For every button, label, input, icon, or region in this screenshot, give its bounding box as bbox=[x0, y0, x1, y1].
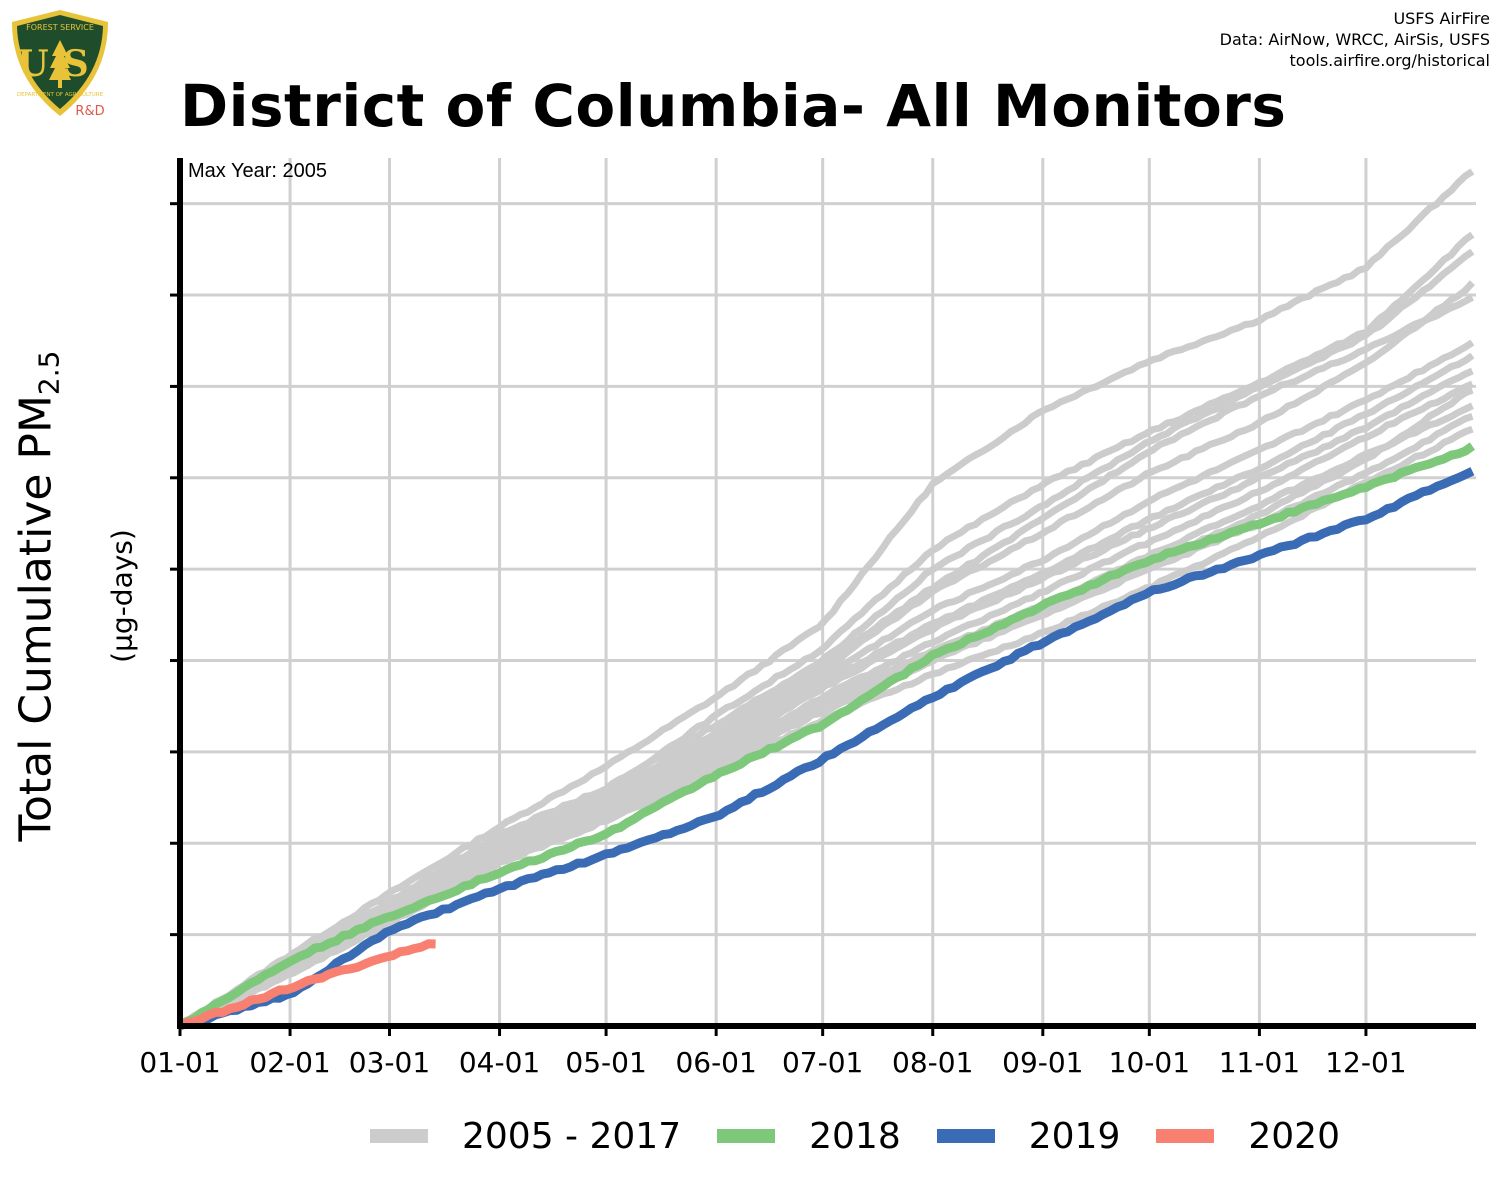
x-tick-label: 02-01 bbox=[249, 1046, 330, 1079]
legend-swatch bbox=[717, 1129, 776, 1143]
x-tick-label: 10-01 bbox=[1109, 1046, 1190, 1079]
credit-line: tools.airfire.org/historical bbox=[1289, 51, 1490, 70]
credit-line: Data: AirNow, WRCC, AirSis, USFS bbox=[1219, 30, 1490, 49]
x-tick-label: 09-01 bbox=[1002, 1046, 1083, 1079]
legend: 2005 - 2017 2018 2019 2020 bbox=[370, 1112, 1376, 1160]
chart-title: District of Columbia- All Monitors bbox=[180, 72, 1287, 140]
credit-line: USFS AirFire bbox=[1393, 9, 1490, 28]
legend-swatch bbox=[936, 1129, 995, 1143]
logo-text-bottom: DEPARTMENT OF AGRICULTURE bbox=[17, 92, 104, 98]
legend-swatch bbox=[1156, 1129, 1215, 1143]
logo-text-top: FOREST SERVICE bbox=[26, 23, 94, 32]
x-tick-label: 07-01 bbox=[782, 1046, 863, 1079]
x-tick-label: 04-01 bbox=[459, 1046, 540, 1079]
credits: USFS AirFire Data: AirNow, WRCC, AirSis,… bbox=[1220, 8, 1490, 71]
x-tick-label: 01-01 bbox=[139, 1046, 220, 1079]
legend-item: 2019 bbox=[936, 1115, 1121, 1157]
x-tick-label: 03-01 bbox=[349, 1046, 430, 1079]
tree-icon bbox=[49, 40, 71, 80]
x-tick-label: 12-01 bbox=[1325, 1046, 1406, 1079]
legend-label: 2018 bbox=[809, 1115, 901, 1157]
tree-trunk bbox=[58, 80, 62, 88]
legend-item: 2018 bbox=[717, 1116, 901, 1157]
max-year-annotation: Max Year: 2005 bbox=[188, 160, 327, 182]
legend-label: 2020 bbox=[1248, 1115, 1340, 1157]
legend-label: 2019 bbox=[1028, 1115, 1121, 1157]
logo-badge: R&D bbox=[75, 104, 104, 119]
series-line-2018 bbox=[177, 442, 1475, 1030]
legend-swatch bbox=[370, 1129, 428, 1143]
x-tick-label: 06-01 bbox=[675, 1046, 756, 1079]
legend-label: 2005 - 2017 bbox=[462, 1115, 682, 1157]
series-line-2020 bbox=[178, 939, 436, 1031]
series-line-historical bbox=[177, 294, 1475, 1029]
series-line-historical bbox=[177, 248, 1475, 1029]
x-tick-label: 05-01 bbox=[565, 1046, 646, 1079]
usfs-shield-icon: FOREST SERVICE US DEPARTMENT OF AGRICULT… bbox=[12, 10, 108, 119]
x-tick-label: 11-01 bbox=[1219, 1046, 1300, 1079]
series-line-2019 bbox=[178, 467, 1475, 1031]
x-tick-label: 08-01 bbox=[892, 1046, 973, 1079]
legend-item: 2005 - 2017 bbox=[370, 1116, 681, 1157]
legend-item: 2020 bbox=[1156, 1116, 1340, 1157]
series-line-historical bbox=[178, 168, 1475, 1029]
